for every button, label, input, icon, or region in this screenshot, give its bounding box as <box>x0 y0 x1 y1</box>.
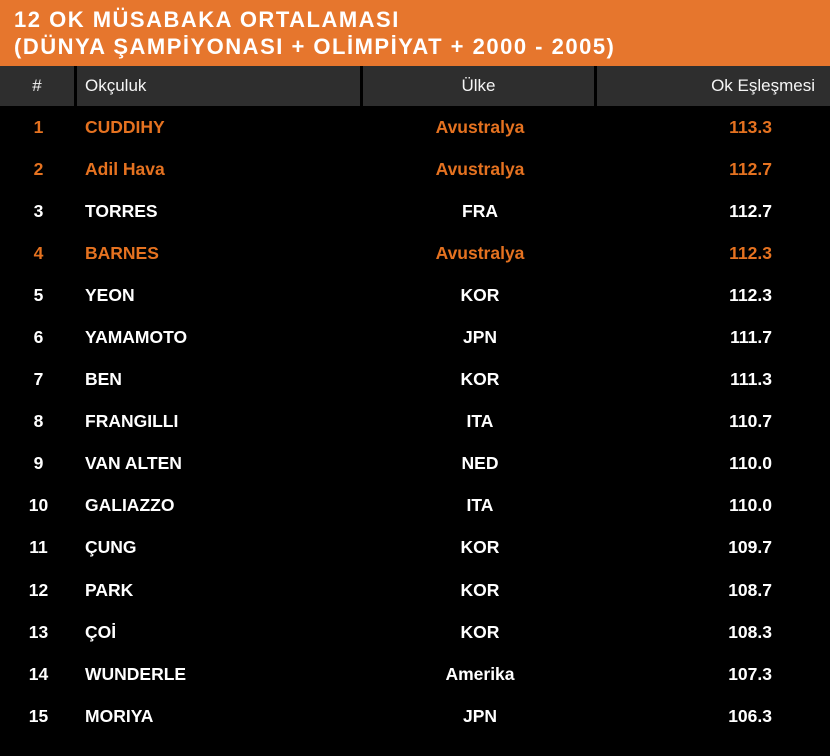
table-row: 7 BEN KOR 111.3 <box>0 358 830 401</box>
rank-cell: 8 <box>33 411 44 432</box>
country-cell: ITA <box>466 495 494 516</box>
archer-name-cell: TORRES <box>85 200 158 221</box>
archer-name-cell: BEN <box>85 369 122 390</box>
country-cell: Avustralya <box>435 158 525 179</box>
page-title: 12 OK MÜSABAKA ORTALAMASI <box>14 7 400 32</box>
table-row: 15 MORIYA JPN 106.3 <box>0 695 830 738</box>
country-cell: NED <box>461 453 499 474</box>
archer-name-cell: ÇOİ <box>85 621 117 642</box>
score-cell: 112.3 <box>729 284 772 305</box>
country-cell: Avustralya <box>435 242 525 263</box>
rank-cell: 5 <box>33 284 44 305</box>
rank-cell: 1 <box>33 116 44 137</box>
score-cell: 111.3 <box>730 369 772 390</box>
score-cell: 113.3 <box>729 116 772 137</box>
country-cell: JPN <box>462 327 498 348</box>
score-cell: 108.7 <box>728 579 772 600</box>
archer-name-cell: Adil Hava <box>85 158 165 179</box>
country-cell: Avustralya <box>435 116 525 137</box>
score-cell: 110.0 <box>729 453 772 474</box>
archer-name-cell: BARNES <box>85 242 159 263</box>
rank-cell: 3 <box>33 200 44 221</box>
rank-cell: 12 <box>28 579 49 600</box>
page-subtitle: (DÜNYA ŞAMPİYONASI + OLİMPİYAT + 2000 - … <box>14 34 616 59</box>
table-row: 5 YEON KOR 112.3 <box>0 274 830 317</box>
archer-name-cell: MORIYA <box>85 705 154 726</box>
archer-name-cell: CUDDIHY <box>85 116 165 137</box>
column-header-score: Ok Eşleşmesi <box>711 76 815 95</box>
score-cell: 112.7 <box>729 200 772 221</box>
rank-cell: 4 <box>33 242 44 263</box>
archer-name-cell: FRANGILLI <box>85 411 179 432</box>
archer-name-cell: YEON <box>85 284 135 305</box>
score-cell: 108.3 <box>728 621 772 642</box>
score-cell: 112.7 <box>729 158 772 179</box>
country-cell: JPN <box>462 705 498 726</box>
table-row: 11 ÇUNG KOR 109.7 <box>0 526 830 570</box>
rank-cell: 7 <box>33 369 44 390</box>
score-cell: 107.3 <box>728 663 772 684</box>
archer-name-cell: YAMAMOTO <box>85 327 188 348</box>
table-row: 1 CUDDIHY Avustralya 113.3 <box>0 106 830 149</box>
table-row: 13 ÇOİ KOR 108.3 <box>0 611 830 654</box>
column-header-rank: # <box>0 66 77 106</box>
rank-cell: 13 <box>28 621 49 642</box>
archer-name-cell: VAN ALTEN <box>85 453 182 474</box>
country-cell: Amerika <box>445 663 515 684</box>
rank-cell: 6 <box>33 327 44 348</box>
score-cell: 110.7 <box>729 411 772 432</box>
column-header-country: Ülke <box>363 66 597 106</box>
rank-cell: 14 <box>28 663 49 684</box>
country-cell: KOR <box>460 579 500 600</box>
score-cell: 111.7 <box>730 327 772 348</box>
column-header-archer: Okçuluk <box>77 66 363 106</box>
archer-name-cell: ÇUNG <box>85 537 137 558</box>
rank-cell: 15 <box>28 705 49 726</box>
country-cell: KOR <box>460 284 500 305</box>
rank-cell: 2 <box>33 158 44 179</box>
table-row: 14 WUNDERLE Amerika 107.3 <box>0 653 830 696</box>
country-cell: KOR <box>460 537 500 558</box>
table-row: 12 PARK KOR 108.7 <box>0 569 830 612</box>
score-cell: 112.3 <box>729 242 772 263</box>
table-row: 4 BARNES Avustralya 112.3 <box>0 232 830 275</box>
archer-name-cell: GALIAZZO <box>85 495 175 516</box>
rank-cell: 10 <box>28 495 49 516</box>
table-row: 2 Adil Hava Avustralya 112.7 <box>0 148 830 191</box>
score-cell: 110.0 <box>729 495 772 516</box>
archer-name-cell: WUNDERLE <box>85 663 187 684</box>
table-body: 1 CUDDIHY Avustralya 113.3 2 Adil Hava A… <box>0 106 830 738</box>
title-banner: 12 OK MÜSABAKA ORTALAMASI (DÜNYA ŞAMPİYO… <box>0 0 830 66</box>
table-row: 6 YAMAMOTO JPN 111.7 <box>0 316 830 359</box>
rank-cell: 11 <box>29 537 48 558</box>
country-cell: KOR <box>460 369 500 390</box>
table-row: 3 TORRES FRA 112.7 <box>0 190 830 233</box>
score-cell: 109.7 <box>728 537 772 558</box>
country-cell: ITA <box>466 411 494 432</box>
table-row: 10 GALIAZZO ITA 110.0 <box>0 484 830 527</box>
archer-name-cell: PARK <box>85 579 134 600</box>
rank-cell: 9 <box>33 453 44 474</box>
country-cell: FRA <box>462 200 498 221</box>
table-row: 8 FRANGILLI ITA 110.7 <box>0 400 830 443</box>
table-header: # Okçuluk Ülke Ok Eşleşmesi <box>0 66 830 106</box>
table-row: 9 VAN ALTEN NED 110.0 <box>0 442 830 485</box>
country-cell: KOR <box>460 621 500 642</box>
score-cell: 106.3 <box>728 705 772 726</box>
